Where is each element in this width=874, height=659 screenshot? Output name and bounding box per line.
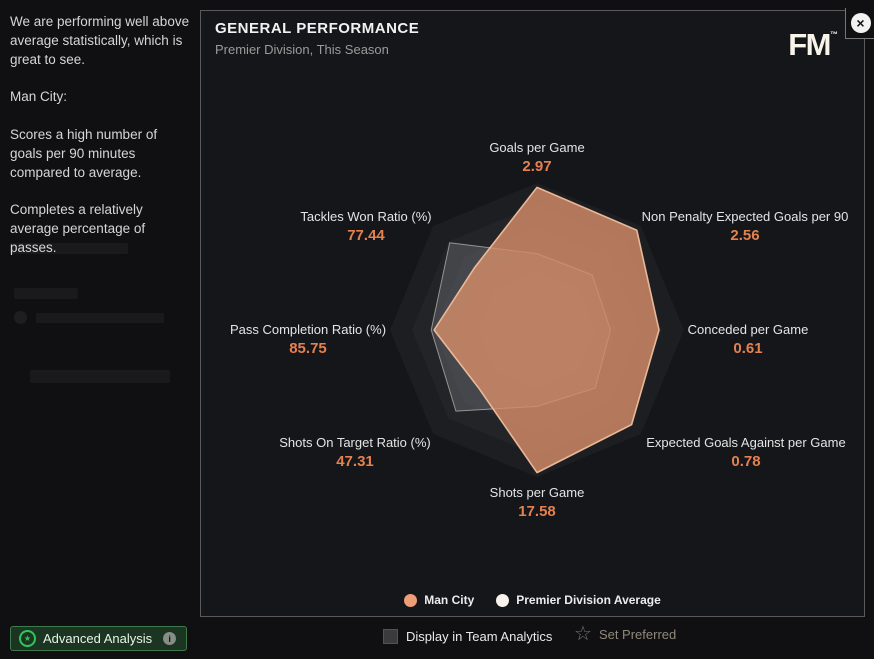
sidebar-paragraph: Scores a high number of goals per 90 min… [10,126,158,180]
general-performance-panel: GENERAL PERFORMANCE Premier Division, Th… [200,10,865,617]
info-icon[interactable]: i [163,632,177,645]
analysis-summary-sidebar: We are performing well above average sta… [10,12,190,276]
display-in-team-analytics-option[interactable]: Display in Team Analytics [383,629,552,644]
chart-legend: Man City Premier Division Average [201,593,864,607]
legend-label: Premier Division Average [516,593,661,607]
dimmed-background-remnant [10,243,128,254]
legend-dot [404,593,418,607]
close-icon: × [850,13,871,33]
dimmed-background-remnant [36,313,164,323]
series-polygon-man-city [433,186,660,474]
legend-dot [496,593,510,607]
fm-logo: FM™ [788,27,838,62]
sidebar-paragraph: Completes a relatively average percentag… [10,202,146,256]
legend-item: Man City [404,593,474,607]
set-preferred-button[interactable]: ☆ Set Preferred [574,624,676,644]
radar-chart [390,183,684,477]
circled-star-icon: ★ [19,630,36,647]
set-preferred-label: Set Preferred [598,626,677,642]
dimmed-background-remnant [14,288,78,299]
sidebar-paragraph: Man City: [10,89,68,105]
display-in-team-analytics-checkbox[interactable] [383,629,398,644]
legend-label: Man City [424,593,475,607]
display-in-team-analytics-label: Display in Team Analytics [406,629,553,644]
dimmed-background-remnant [30,370,170,383]
sidebar-paragraph: We are performing well above average sta… [10,14,190,68]
trademark-mark: ™ [830,30,838,39]
page-subtitle: Premier Division, This Season [215,42,389,57]
close-button[interactable]: × [845,8,874,39]
advanced-analysis-label: Advanced Analysis [43,631,153,646]
star-outline-icon: ☆ [574,623,592,645]
advanced-analysis-button[interactable]: ★ Advanced Analysis i [10,626,188,651]
page-title: GENERAL PERFORMANCE [215,20,420,37]
dimmed-background-remnant [14,311,27,324]
legend-item: Premier Division Average [496,593,661,607]
